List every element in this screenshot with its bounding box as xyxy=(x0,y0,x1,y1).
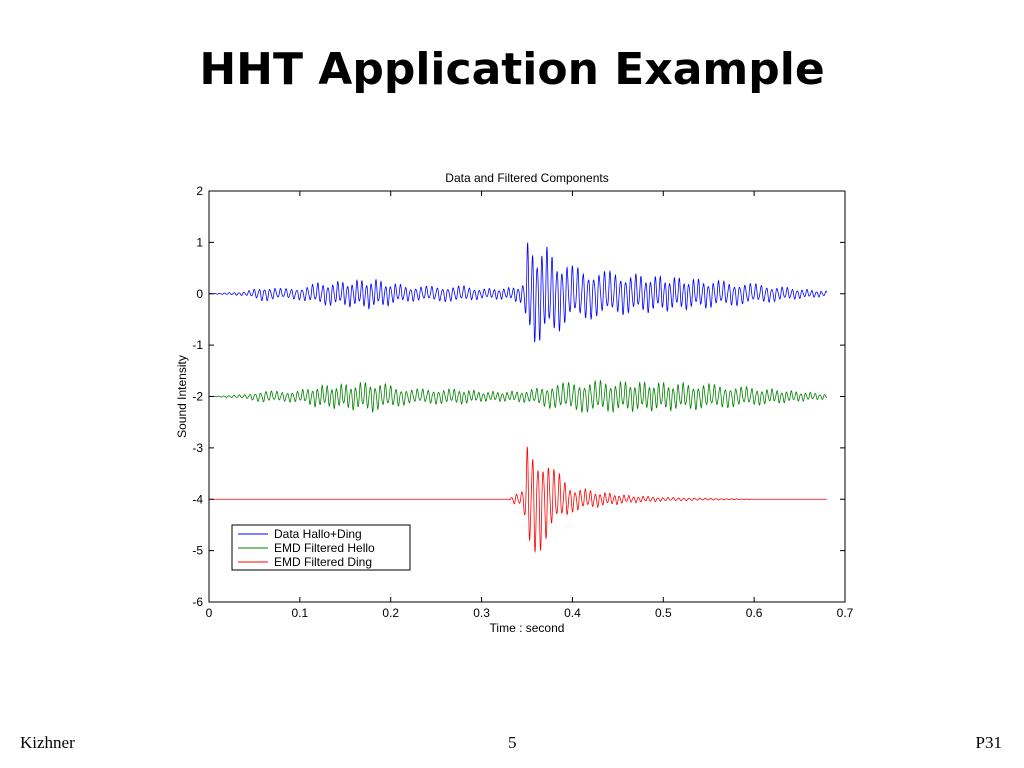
legend-entry: EMD Filtered Ding xyxy=(274,555,372,569)
y-tick-label: 2 xyxy=(196,184,203,198)
y-tick-label: -4 xyxy=(192,492,203,506)
footer-slide-id: P31 xyxy=(975,733,1002,752)
y-tick-label: 0 xyxy=(196,287,203,301)
x-tick-label: 0.7 xyxy=(837,606,854,620)
x-tick-label: 0.6 xyxy=(746,606,763,620)
y-tick-label: 1 xyxy=(196,235,203,249)
footer-page-number: 5 xyxy=(508,733,517,752)
x-tick-label: 0.1 xyxy=(292,606,309,620)
y-tick-label: -1 xyxy=(192,338,203,352)
x-tick-label: 0.3 xyxy=(473,606,490,620)
x-tick-label: 0.4 xyxy=(564,606,581,620)
footer-author: Kizhner xyxy=(20,733,75,752)
slide-title: HHT Application Example xyxy=(199,44,825,95)
y-tick-label: -3 xyxy=(192,441,203,455)
y-tick-label: -5 xyxy=(192,544,203,558)
legend-entry: EMD Filtered Hello xyxy=(274,541,375,555)
y-axis-label: Sound Intensity xyxy=(175,355,189,438)
series-line-2 xyxy=(209,445,827,553)
chart-title: Data and Filtered Components xyxy=(445,171,608,185)
x-tick-label: 0.2 xyxy=(382,606,399,620)
axis-layer: 0 0.1 0.2 0.3 0.4 0.5 0.6 0.7 2 1 0 -1 -2 -3 -4 -5 -6 xyxy=(192,184,853,620)
x-tick-label: 0.5 xyxy=(655,606,672,620)
x-tick-label: 0 xyxy=(206,606,213,620)
x-axis-label: Time : second xyxy=(490,621,565,635)
y-tick-label: -2 xyxy=(192,390,203,404)
series-line-1 xyxy=(208,379,828,414)
series-layer xyxy=(208,242,828,553)
legend-entry: Data Hallo+Ding xyxy=(274,527,362,541)
y-tick-label: -6 xyxy=(192,595,203,609)
series-line-0 xyxy=(209,242,828,343)
